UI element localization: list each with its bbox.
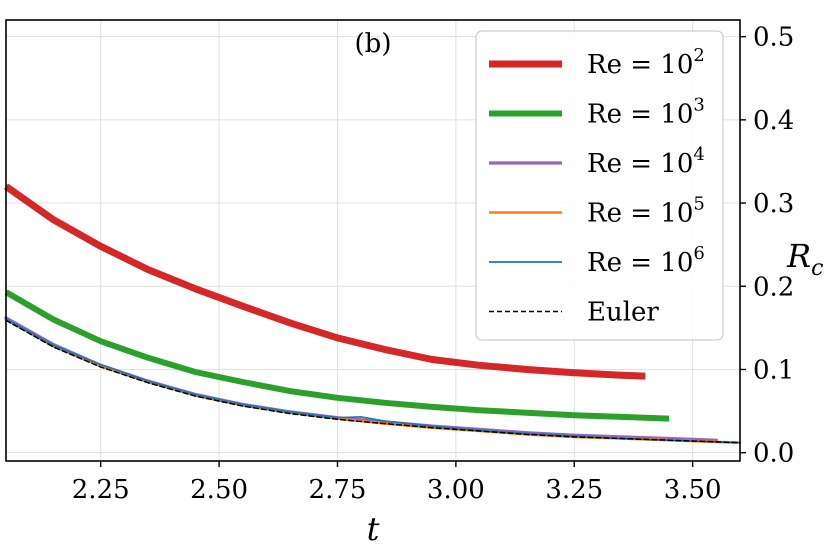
legend-label-6: Euler	[587, 298, 659, 328]
legend: Re = 102 Re = 103 Re = 104 Re = 105 Re = 106…	[475, 30, 724, 341]
x-tick-label: 2.25	[72, 475, 130, 505]
x-tick-label: 3.00	[427, 475, 485, 505]
y-tick-label: 0.3	[753, 189, 794, 219]
series-line-1	[3, 183, 646, 380]
y-tick-label: 0.1	[753, 355, 794, 385]
y-axis-label: Rc	[786, 237, 823, 281]
y-axis: 0.0 0.1 0.2 0.3 0.4 0.5	[740, 23, 794, 469]
legend-label-3: Re = 104	[587, 144, 705, 179]
series-line-6	[5, 319, 741, 444]
panel-label: (b)	[355, 29, 392, 59]
y-tick-label: 0.0	[753, 439, 794, 469]
y-tick-label: 0.5	[753, 23, 794, 53]
legend-label-4: Re = 105	[587, 194, 705, 229]
x-tick-label: 3.50	[664, 475, 722, 505]
x-axis: 2.25 2.50 2.75 3.00 3.25 3.50	[72, 461, 722, 505]
x-tick-label: 2.50	[190, 475, 248, 505]
x-tick-label: 2.75	[309, 475, 367, 505]
y-axis-label-sub: c	[811, 256, 823, 281]
x-tick-label: 3.25	[545, 475, 603, 505]
series-lines	[3, 183, 742, 445]
legend-label-5: Re = 106	[587, 243, 705, 278]
legend-label-2: Re = 103	[587, 95, 705, 130]
series-line-2	[4, 289, 670, 422]
plot-frame	[5, 19, 741, 462]
y-tick-label: 0.4	[753, 106, 794, 136]
x-axis-label: t	[367, 510, 380, 548]
legend-label-1: Re = 102	[587, 45, 705, 80]
y-tick-label: 0.2	[753, 272, 794, 302]
y-axis-label-main: R	[786, 237, 811, 275]
